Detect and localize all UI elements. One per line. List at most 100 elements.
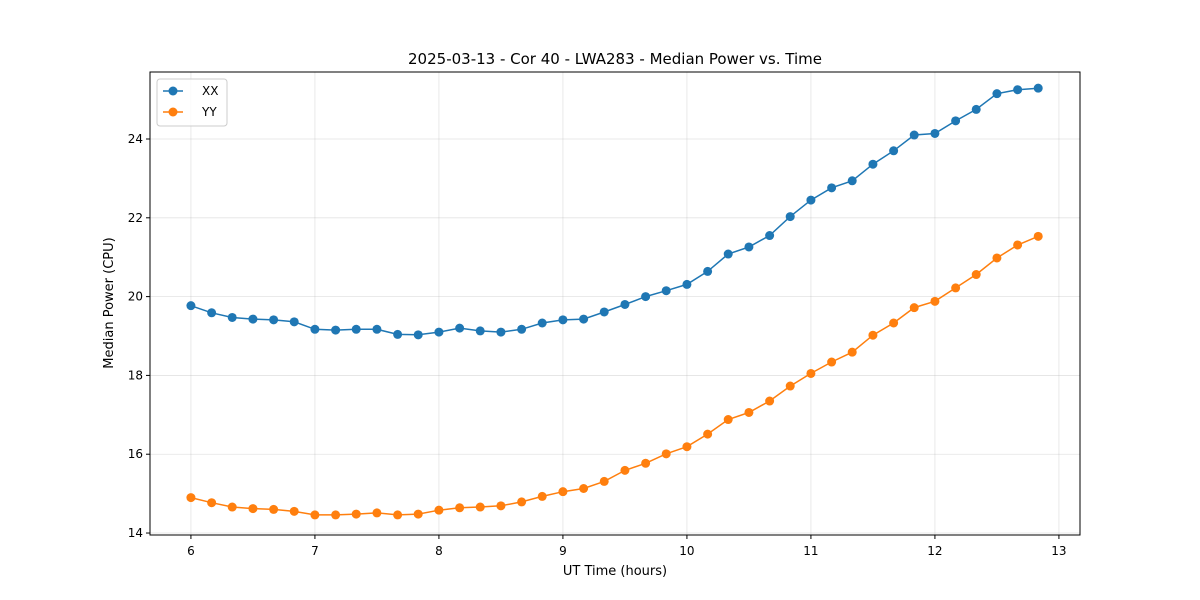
series-xx (186, 83, 1043, 340)
data-point-yy (992, 253, 1002, 263)
data-point-yy (517, 497, 527, 507)
data-point-yy (393, 510, 403, 520)
series-yy (186, 231, 1043, 520)
data-point-yy (1013, 240, 1023, 250)
data-point-yy (455, 503, 465, 513)
x-axis-label: UT Time (hours) (563, 564, 667, 579)
data-point-xx (930, 128, 940, 138)
data-point-yy (827, 357, 837, 367)
chart-title: 2025-03-13 - Cor 40 - LWA283 - Median Po… (408, 50, 822, 68)
data-point-xx (310, 324, 320, 334)
data-point-xx (744, 242, 754, 252)
data-point-xx (186, 301, 196, 311)
y-tick-label: 24 (128, 132, 143, 146)
data-point-xx (682, 279, 692, 289)
data-point-xx (517, 324, 527, 334)
grid (150, 72, 1080, 535)
data-point-xx (331, 325, 341, 335)
x-tick-label: 13 (1051, 544, 1066, 558)
data-point-yy (930, 296, 940, 306)
data-point-yy (269, 504, 279, 514)
data-point-yy (434, 505, 444, 515)
data-point-yy (248, 504, 258, 514)
data-point-yy (579, 484, 589, 494)
data-point-xx (827, 183, 837, 193)
data-point-yy (310, 510, 320, 520)
x-tick-label: 10 (679, 544, 694, 558)
data-point-yy (951, 283, 961, 293)
data-point-yy (372, 508, 382, 518)
data-point-xx (909, 130, 919, 140)
y-axis-label: Median Power (CPU) (102, 237, 117, 368)
data-point-yy (641, 458, 651, 468)
x-tick-label: 6 (187, 544, 195, 558)
data-point-yy (661, 449, 671, 459)
data-point-yy (289, 506, 299, 516)
data-point-yy (331, 510, 341, 520)
data-point-xx (579, 314, 589, 324)
data-point-xx (1033, 83, 1043, 93)
legend-label-yy: YY (201, 105, 217, 119)
data-point-xx (248, 314, 258, 324)
data-point-yy (806, 368, 816, 378)
data-point-yy (889, 318, 899, 328)
data-point-yy (186, 493, 196, 503)
data-point-yy (971, 270, 981, 280)
x-tick-label: 9 (559, 544, 567, 558)
data-point-yy (744, 407, 754, 417)
data-point-xx (599, 307, 609, 317)
y-tick-label: 14 (128, 526, 143, 540)
data-point-yy (475, 502, 485, 512)
data-point-xx (351, 324, 361, 334)
data-point-xx (475, 326, 485, 336)
data-point-xx (496, 327, 506, 337)
data-point-yy (558, 487, 568, 497)
data-point-yy (227, 502, 237, 512)
series (186, 83, 1043, 520)
data-point-yy (682, 442, 692, 452)
data-point-xx (393, 329, 403, 339)
data-point-xx (372, 324, 382, 334)
data-point-yy (868, 330, 878, 340)
data-point-xx (620, 299, 630, 309)
data-point-xx (558, 315, 568, 325)
data-point-xx (455, 323, 465, 333)
data-point-yy (1033, 231, 1043, 241)
data-point-xx (207, 308, 217, 318)
legend-marker-yy (168, 107, 178, 117)
data-point-xx (765, 231, 775, 241)
data-point-xx (889, 146, 899, 156)
axes-ticks: 6 7 8 9 10 11 12 13 14 16 18 20 22 24 (128, 132, 1067, 558)
data-point-yy (599, 476, 609, 486)
data-point-xx (413, 330, 423, 340)
data-point-yy (909, 303, 919, 313)
data-point-xx (723, 249, 733, 259)
data-point-yy (785, 381, 795, 391)
data-point-yy (847, 347, 857, 357)
data-point-xx (868, 159, 878, 169)
y-tick-label: 22 (128, 211, 143, 225)
data-point-xx (434, 327, 444, 337)
data-point-xx (1013, 85, 1023, 95)
data-point-xx (661, 286, 671, 296)
data-point-xx (289, 317, 299, 327)
data-point-yy (496, 501, 506, 511)
data-point-yy (207, 498, 217, 508)
data-point-xx (537, 318, 547, 328)
data-point-yy (703, 429, 713, 439)
data-point-xx (971, 104, 981, 114)
data-point-xx (227, 312, 237, 322)
data-point-xx (992, 89, 1002, 99)
data-point-xx (269, 315, 279, 325)
data-point-xx (641, 292, 651, 302)
y-tick-label: 16 (128, 447, 143, 461)
y-tick-label: 20 (128, 290, 143, 304)
data-point-xx (951, 116, 961, 126)
data-point-yy (351, 509, 361, 519)
legend-marker-xx (168, 86, 178, 96)
x-tick-label: 11 (803, 544, 818, 558)
x-tick-label: 7 (311, 544, 319, 558)
data-point-yy (620, 465, 630, 475)
y-tick-label: 18 (128, 368, 143, 382)
